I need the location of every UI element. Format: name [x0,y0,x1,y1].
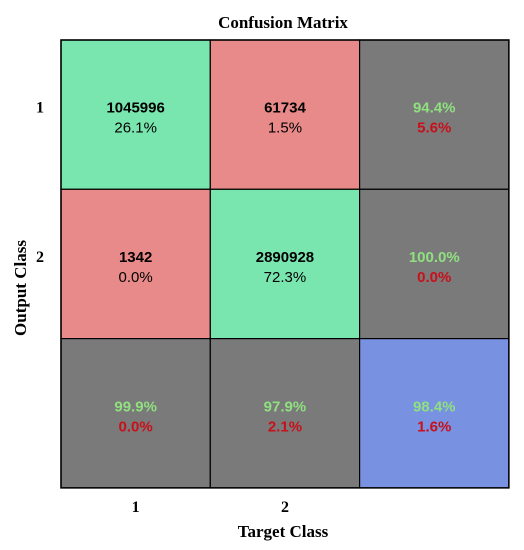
cell-r2-c2-bg [209,188,361,340]
x-axis-label: Target Class [238,522,329,541]
matrix-cells: 1045996 26.1% 61734 1.5% 94.4% 5.6% 1342 0.0% 28… [60,39,510,489]
cell-r1-c3-error-rate: 5.6% [417,120,451,137]
y-tick-label: 1 [36,100,44,117]
cell-r3-c2-bg [209,338,361,489]
axis-ticks: 1 2 1 2 [36,100,289,516]
cell-r3-c2-correct-rate: 97.9% [264,398,307,415]
x-tick-label: 2 [281,499,289,516]
cell-r3-c2-error-rate: 2.1% [268,418,302,435]
cell-r3-c1-error-rate: 0.0% [119,418,153,435]
cell-r2-c2-count: 2890928 [256,249,314,266]
cell-r3-c1-correct-rate: 99.9% [114,398,157,415]
matrix-border [60,39,510,489]
cell-r3-c3-correct-rate: 98.4% [413,398,456,415]
y-tick-label: 2 [36,249,44,266]
cell-r1-c2-count: 61734 [264,100,306,117]
x-tick-label: 1 [132,499,140,516]
cell-r2-c3-bg [359,188,510,340]
cell-r1-c2-bg [209,39,361,190]
cell-r1-c1-bg [60,39,211,190]
cell-r1-c1-percent: 26.1% [114,120,157,137]
cell-r2-c1-percent: 0.0% [119,269,153,286]
chart-title: Confusion Matrix [218,13,348,32]
cell-r2-c1-count: 1342 [119,249,152,266]
cell-r1-c3-correct-rate: 94.4% [413,100,456,117]
cell-r2-c3-correct-rate: 100.0% [409,249,460,266]
cell-r1-c2-percent: 1.5% [268,120,302,137]
cell-r1-c1-count: 1045996 [106,100,164,117]
cell-r3-c3-error-rate: 1.6% [417,418,451,435]
y-axis-label: Output Class [11,240,30,336]
cell-r2-c1-bg [60,188,211,340]
cell-r2-c3-error-rate: 0.0% [417,269,451,286]
cell-r2-c2-percent: 72.3% [264,269,307,286]
